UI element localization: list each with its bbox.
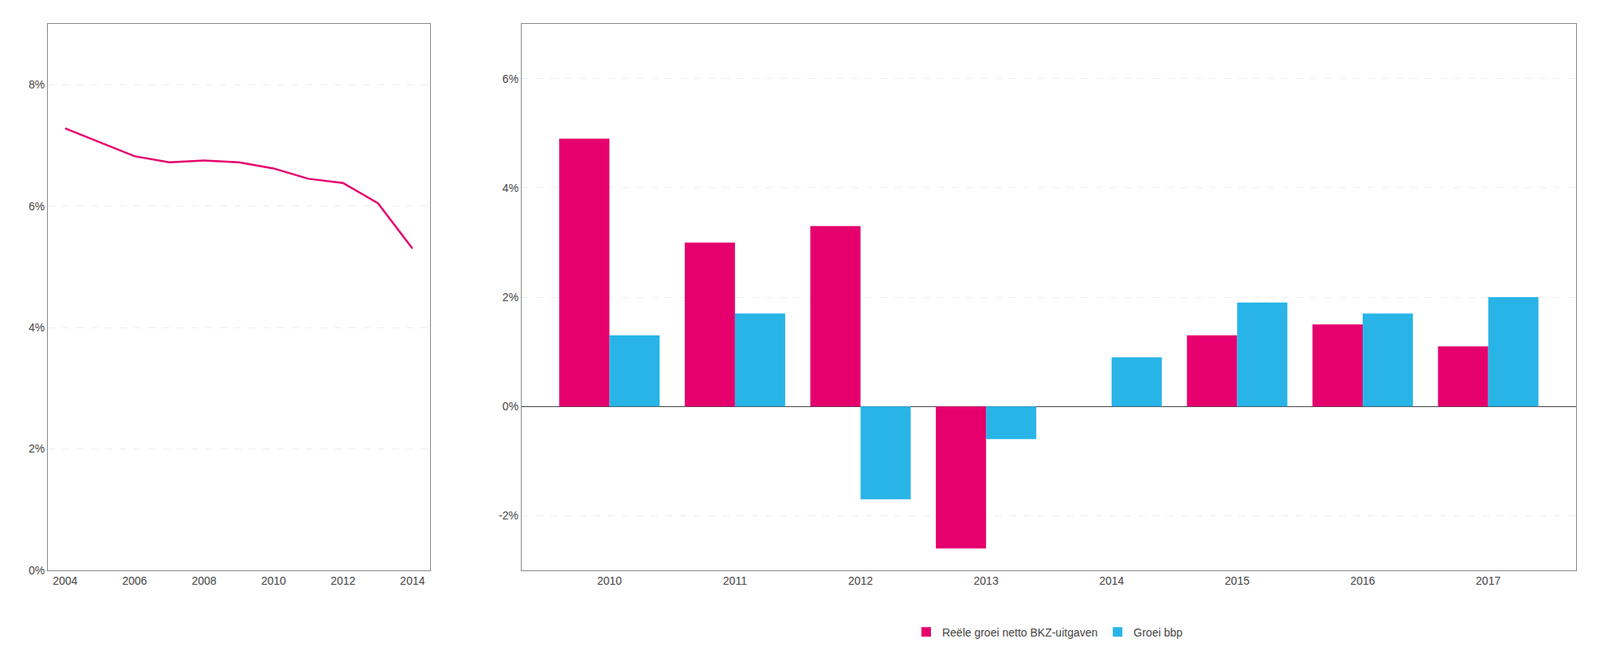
svg-text:2010: 2010: [261, 574, 286, 587]
svg-text:2004: 2004: [52, 574, 78, 587]
svg-text:2008: 2008: [191, 574, 217, 587]
svg-text:2014: 2014: [399, 574, 425, 587]
svg-text:2015: 2015: [1224, 574, 1250, 587]
svg-text:2011: 2011: [723, 574, 748, 587]
svg-text:0%: 0%: [502, 399, 519, 413]
svg-text:-2%: -2%: [498, 508, 519, 522]
svg-text:2013: 2013: [974, 574, 999, 587]
svg-text:2%: 2%: [28, 442, 45, 455]
svg-text:2006: 2006: [121, 574, 147, 587]
svg-text:0%: 0%: [28, 563, 45, 577]
svg-text:4%: 4%: [28, 320, 45, 334]
svg-text:2014: 2014: [1099, 574, 1124, 587]
svg-text:2017: 2017: [1475, 574, 1501, 587]
svg-text:2012: 2012: [330, 574, 356, 587]
svg-text:4%: 4%: [502, 181, 519, 195]
svg-text:6%: 6%: [28, 199, 45, 213]
svg-text:2%: 2%: [502, 290, 519, 304]
svg-text:Reële groei netto BKZ-uitgaven: Reële groei netto BKZ-uitgaven: [942, 625, 1098, 639]
svg-text:2010: 2010: [597, 574, 623, 587]
svg-text:2016: 2016: [1349, 574, 1375, 587]
svg-text:Groei bbp: Groei bbp: [1133, 625, 1183, 639]
svg-text:6%: 6%: [502, 72, 519, 86]
svg-text:8%: 8%: [28, 78, 45, 91]
svg-text:2012: 2012: [848, 574, 873, 587]
